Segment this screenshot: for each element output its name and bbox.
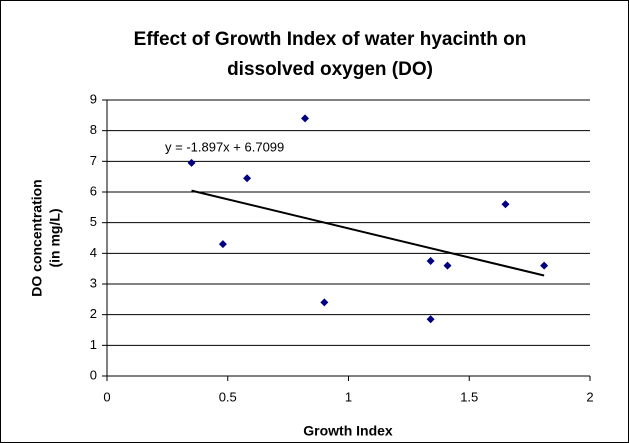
point [426, 315, 435, 324]
x-tick-label: 1 [345, 389, 352, 404]
y-axis-title: DO concentration (in mg/L) [29, 179, 63, 296]
point [540, 261, 549, 270]
y-tick-label: 4 [90, 245, 97, 260]
y-tick-label: 2 [90, 306, 97, 321]
point [187, 158, 196, 167]
point [218, 240, 227, 249]
y-tick-label: 8 [90, 122, 97, 137]
trendline-equation: y = -1.897x + 6.7099 [165, 139, 284, 154]
y-tick-label: 0 [90, 367, 97, 382]
x-tick-label: 1.5 [460, 389, 478, 404]
point [443, 261, 452, 270]
y-tick-label: 3 [90, 275, 97, 290]
x-axis-title: Growth Index [303, 423, 393, 439]
x-tick-label: 2 [586, 389, 593, 404]
y-tick-label: 1 [90, 337, 97, 352]
chart-title: Effect of Growth Index of water hyacinth… [134, 29, 527, 50]
point [320, 298, 329, 307]
point [243, 174, 252, 183]
y-tick-label: 5 [90, 214, 97, 229]
y-tick-label: 6 [90, 183, 97, 198]
point [426, 257, 435, 265]
y-axis-title-line: (in mg/L) [47, 208, 63, 267]
y-axis-title-line: DO concentration [29, 179, 45, 296]
y-tick-label: 9 [90, 91, 97, 106]
y-tick-label: 7 [90, 153, 97, 168]
chart-title: dissolved oxygen (DO) [227, 59, 433, 80]
x-tick-label: 0 [103, 389, 110, 404]
trendline [191, 189, 545, 277]
x-tick-label: 0.5 [219, 389, 237, 404]
point [301, 114, 310, 123]
point [501, 200, 510, 209]
